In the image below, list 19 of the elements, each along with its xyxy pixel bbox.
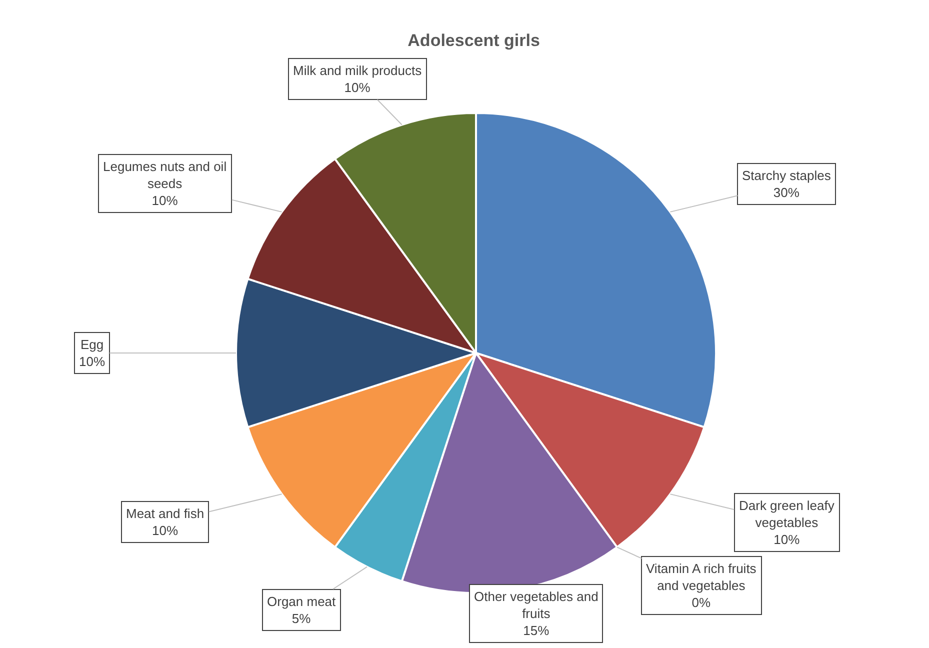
data-label: 15%: [523, 622, 550, 638]
slice-label: Starchy staples: [742, 168, 832, 183]
slice-label: Dark green leafy vegetables: [739, 498, 835, 530]
slice-label: Organ meat: [267, 594, 336, 609]
slice-label: Meat and fish: [126, 506, 204, 521]
slice-label: Other vegetables and fruits: [474, 589, 598, 621]
text: 0%: [692, 594, 711, 610]
category-label: Vitamin A rich fruits and vegetables: [646, 561, 756, 593]
data-label: 10%: [344, 80, 371, 95]
data-label: 10%: [152, 522, 178, 538]
slice-label: Milk and milk products: [293, 63, 422, 78]
chart-title: Adolescent girls: [408, 30, 540, 50]
data-label: 10%: [79, 354, 106, 369]
data-label: 10%: [774, 532, 800, 547]
slice-label: Egg: [80, 337, 104, 352]
data-label: 5%: [292, 610, 312, 626]
data-label: 10%: [152, 192, 178, 208]
data-label: 30%: [773, 184, 800, 200]
slice-label: Legumes nuts and oil seeds: [103, 159, 227, 191]
